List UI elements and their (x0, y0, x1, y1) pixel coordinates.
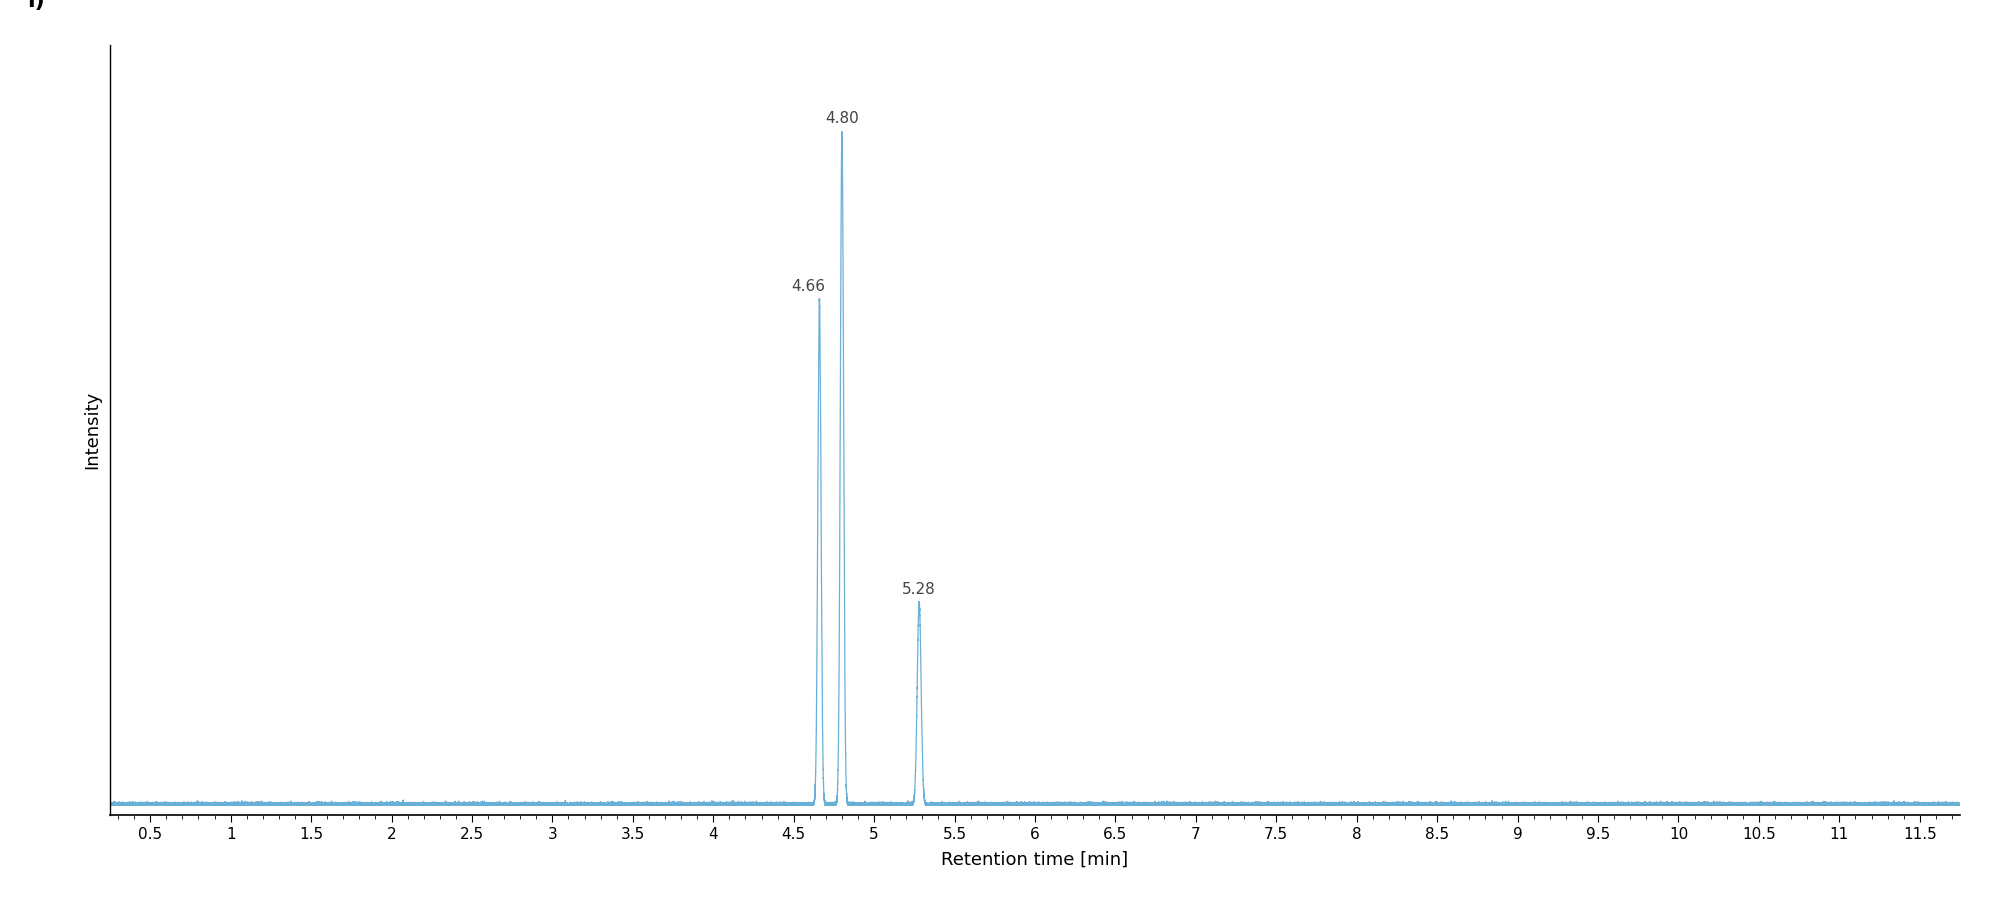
Text: 4.80: 4.80 (826, 111, 858, 126)
Text: l): l) (26, 0, 44, 12)
X-axis label: Retention time [min]: Retention time [min] (942, 851, 1128, 869)
Y-axis label: Intensity: Intensity (84, 391, 102, 469)
Text: 4.66: 4.66 (792, 279, 826, 294)
Text: 5.28: 5.28 (902, 582, 936, 597)
